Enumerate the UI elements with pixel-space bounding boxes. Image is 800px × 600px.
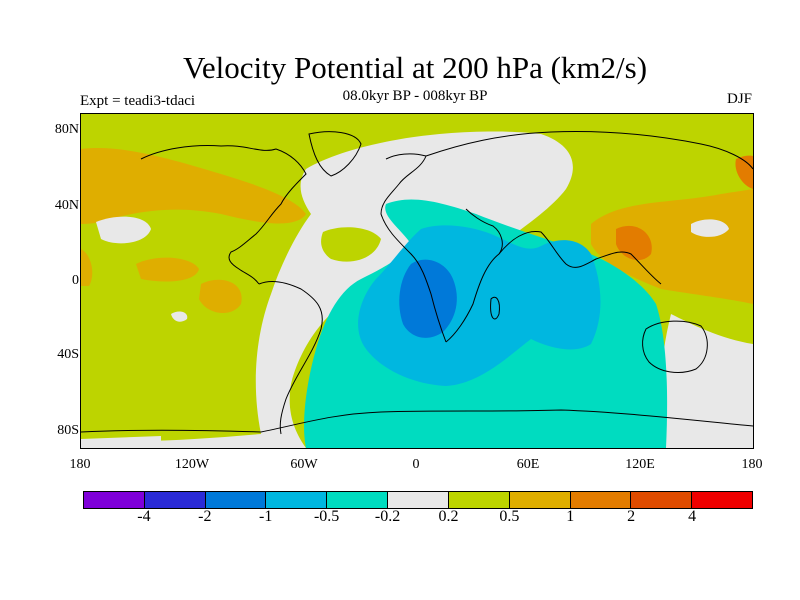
lat-label-40s: 40S [57, 347, 79, 362]
neutral-patch-north-pacific [96, 216, 151, 244]
colorbar-tick-label: 4 [688, 508, 697, 525]
colorbar-segment [692, 492, 752, 508]
lat-label-80s: 80S [57, 423, 79, 438]
colorbar-segment [509, 492, 571, 508]
map-title: Velocity Potential at 200 hPa (km2/s) [182, 50, 648, 85]
lat-label-0: 0 [72, 273, 79, 288]
experiment-label: Expt = teadi3-tdaci [80, 93, 196, 109]
colorbar-tick-label: 2 [627, 508, 636, 525]
colorbar-segment [388, 492, 449, 508]
lon-label-120w: 120W [174, 457, 210, 472]
orange-region-north-pacific [81, 148, 306, 224]
map-panel [80, 113, 754, 449]
neutral-patch-west-pacific [691, 219, 729, 237]
velocity-potential-map [81, 114, 753, 448]
colorbar-segment [266, 492, 328, 508]
orange-region-south-pacific [199, 279, 242, 314]
colorbar-segment [84, 492, 145, 508]
coastlines [81, 131, 753, 435]
colorbar-tick-label: -2 [198, 508, 212, 525]
neutral-region-south-australia [661, 314, 753, 448]
colorbar-tick-label: -0.5 [313, 508, 340, 525]
colorbar-tick-label: -0.2 [374, 508, 401, 525]
mid-blue-core-central-africa [399, 259, 457, 338]
orange-region-east-pacific [81, 249, 93, 286]
colorbar-segment [570, 492, 632, 508]
dark-orange-region-china [616, 225, 652, 261]
colorbar [83, 491, 753, 509]
colorbar-segment [631, 492, 693, 508]
lon-label-60e: 60E [516, 457, 540, 472]
colorbar-segment [144, 492, 206, 508]
neutral-patch-south-pacific [171, 311, 188, 322]
colorbar-segment [448, 492, 510, 508]
colorbar-tick-label: 0.5 [499, 508, 520, 525]
orange-region-west-pacific [591, 189, 753, 304]
lon-label-60w: 60W [290, 457, 318, 472]
colorbar-tick-label: 1 [566, 508, 575, 525]
lon-label-180-east: 180 [741, 457, 763, 472]
positive-island-atlantic [321, 227, 381, 262]
colorbar-segment [327, 492, 389, 508]
lon-label-180-west: 180 [69, 457, 91, 472]
season-label: DJF [726, 91, 752, 107]
lat-label-80n: 80N [54, 122, 79, 137]
orange-region-tropical-pacific [136, 257, 199, 282]
colorbar-tick-label: -4 [137, 508, 151, 525]
colorbar-tick-label: 0.2 [438, 508, 459, 525]
colorbar-segment [205, 492, 267, 508]
lon-label-0: 0 [412, 457, 420, 472]
neutral-region-south-pacific [81, 436, 161, 448]
colorbar-tick-label: -1 [259, 508, 273, 525]
map-subtitle: 08.0kyr BP - 008kyr BP [342, 88, 488, 104]
lat-label-40n: 40N [54, 198, 79, 213]
lon-label-120e: 120E [625, 457, 655, 472]
